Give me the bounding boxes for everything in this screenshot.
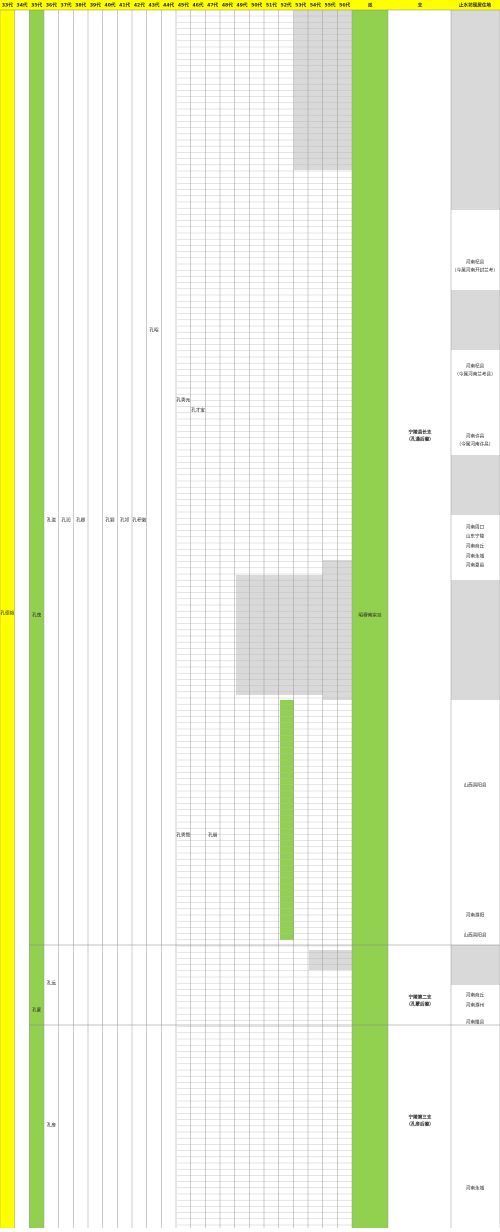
header-cell: 33代: [2, 2, 13, 9]
branch-note: （孔通后裔）: [406, 436, 434, 443]
gray-cell: [236, 575, 352, 695]
location: 河南夏邑: [466, 562, 485, 569]
gray-cell: [294, 10, 352, 170]
branch-note: （孔彦后裔）: [406, 1121, 434, 1128]
person-name: 孔祁: [120, 517, 130, 524]
gray-cell: [451, 290, 500, 350]
header-cell: 派: [368, 3, 373, 9]
header-cell: 49代: [237, 2, 248, 9]
person-name: 孔润: [61, 517, 71, 524]
person-name: 孔颖: [105, 517, 115, 524]
gray-cell: [451, 10, 500, 210]
location: 河南杞县: [466, 259, 485, 266]
person-name: 孔积徽: [132, 517, 146, 524]
location: 河南杞县: [466, 363, 485, 370]
header-cell: 54代: [310, 2, 321, 9]
header-cell: 53代: [295, 2, 306, 9]
person-name: 孔茂: [32, 612, 42, 619]
location: 山西晋阳县: [464, 782, 487, 789]
col-bg: [29, 0, 44, 1228]
location: 河南永城: [466, 1185, 485, 1192]
header-cell: 46代: [193, 2, 204, 9]
header-cell: 44代: [163, 2, 174, 9]
header-cell: 34代: [17, 2, 28, 9]
person-name: 孔蒙: [32, 1007, 42, 1014]
person-name: 孔滋: [47, 517, 57, 524]
header-cell: 51代: [266, 2, 277, 9]
location: 河南永城: [466, 553, 485, 560]
header-cell: 35代: [31, 2, 42, 9]
header-cell: 支: [418, 2, 423, 9]
header-cell: 55代: [325, 2, 336, 9]
header-cell: 39代: [90, 2, 101, 9]
header-cell: 38代: [75, 2, 86, 9]
header-cell: 41代: [119, 2, 130, 9]
gray-cell: [451, 945, 500, 985]
branch-title: 宁陵第二支: [409, 994, 432, 1001]
location: 河南商丘: [466, 543, 485, 550]
location: 河南周口: [466, 524, 485, 531]
header-cell: 48代: [222, 2, 233, 9]
location: 河南濮阳: [466, 912, 485, 919]
header-cell: 36代: [46, 2, 57, 9]
gray-cell: [451, 580, 500, 700]
col-bg: [0, 0, 15, 1228]
header-cell: 43代: [149, 2, 160, 9]
person-name: 孔秀元: [176, 397, 190, 404]
header-bg: [0, 0, 500, 10]
location: 河南濮州: [466, 1002, 485, 1009]
location: 山东宁陵: [466, 533, 485, 540]
location: （今属河南兰考县）: [454, 371, 495, 378]
person-name: 孔彦: [47, 1122, 57, 1129]
person-name: 孔卿: [76, 517, 86, 524]
gray-cell: [309, 950, 352, 970]
header-cell: 50代: [251, 2, 262, 9]
branch-note: （孔蒙后裔）: [406, 1001, 434, 1008]
location: 河南商丘: [466, 992, 485, 999]
header-cell: 37代: [61, 2, 72, 9]
col-bg: [352, 0, 388, 1228]
person-name: 孔秀暨: [176, 832, 190, 839]
branch-title: 宁陵第三支: [409, 1114, 432, 1121]
location: 河南许昌: [466, 433, 485, 440]
header-cell: 52代: [281, 2, 292, 9]
location: （今属河南开封兰考）: [452, 267, 498, 274]
location: （今属河南许昌）: [457, 441, 494, 448]
col-bg: [280, 700, 294, 940]
header-cell: 止水坊现居住地: [459, 2, 492, 9]
person-name: 孔昭: [149, 327, 159, 334]
header-cell: 45代: [178, 2, 189, 9]
person-name: 孔才宝: [191, 407, 205, 414]
pai-label: 昭穆南宗派: [359, 612, 382, 619]
location: 山西晋阳县: [464, 932, 487, 939]
gray-cell: [451, 455, 500, 515]
person-name: 孔远: [47, 980, 57, 987]
person-name: 孔德裕: [0, 610, 14, 617]
location: 河南睢县: [466, 1019, 485, 1026]
header-cell: 42代: [134, 2, 145, 9]
header-cell: 40代: [105, 2, 116, 9]
branch-title: 宁陵县长支: [409, 429, 432, 436]
header-cell: 47代: [207, 2, 218, 9]
person-name: 孔朋: [208, 832, 218, 839]
header-cell: 56代: [339, 2, 350, 9]
